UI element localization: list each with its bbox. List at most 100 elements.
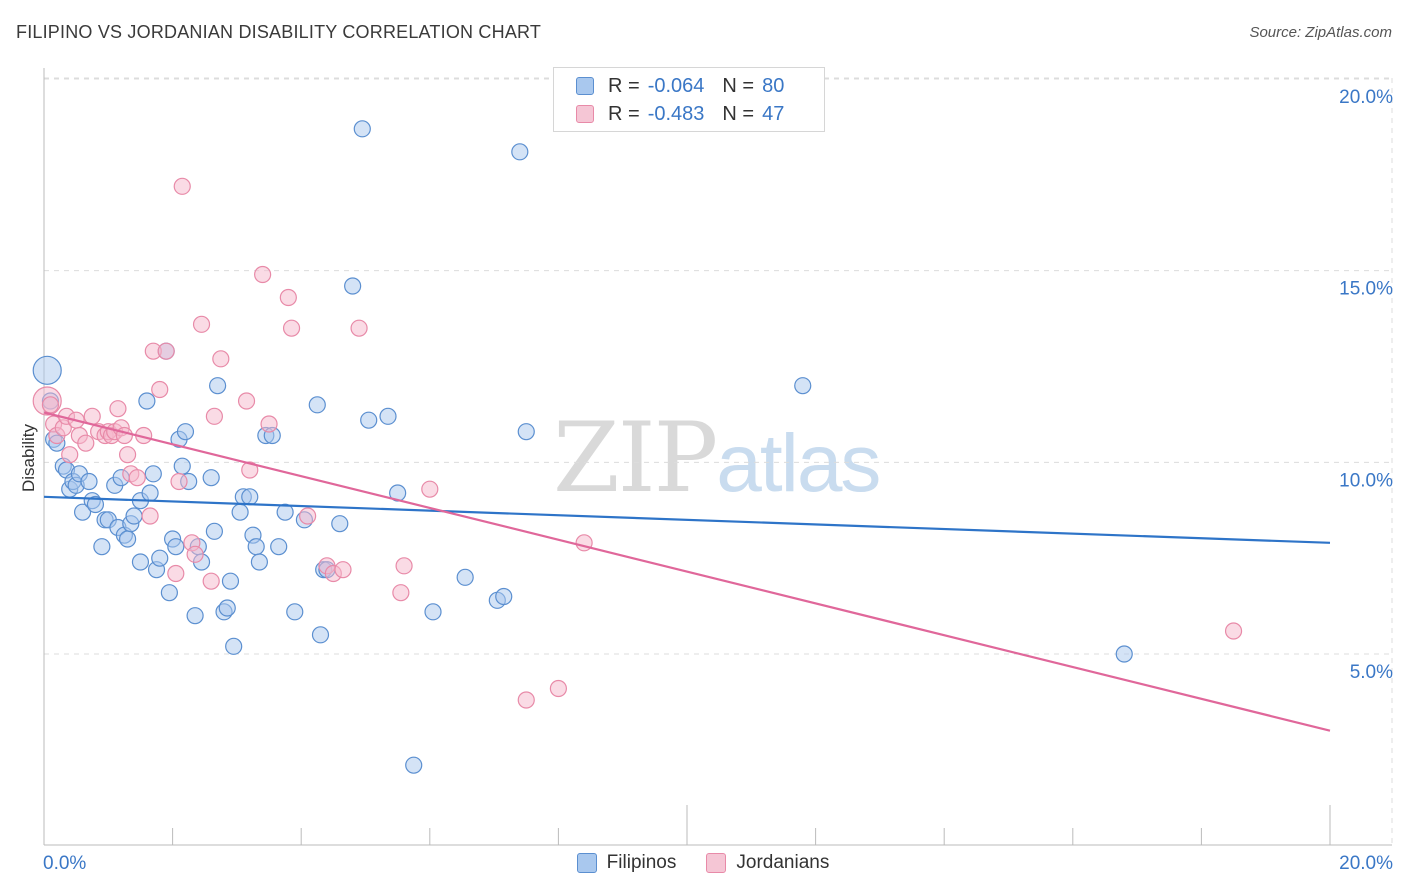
jordanian-point xyxy=(517,691,535,709)
jordanian-point xyxy=(192,315,211,333)
filipino-point xyxy=(1115,645,1133,663)
filipino-point xyxy=(276,503,294,521)
filipino-point xyxy=(218,599,236,617)
jordanian-point xyxy=(186,545,204,563)
jordanian-point xyxy=(157,342,175,360)
jordanian-point xyxy=(61,446,79,464)
jordanian-point xyxy=(254,265,272,284)
filipino-point xyxy=(32,355,62,385)
filipino-point xyxy=(173,457,191,475)
r-label: R = xyxy=(608,102,640,125)
stats-row-filipinos: R = -0.064 N = 80 xyxy=(576,73,784,99)
filipino-point xyxy=(456,568,474,586)
jordanian-point xyxy=(212,350,230,368)
legend-label-filipinos: Filipinos xyxy=(606,852,677,873)
y-tick-label: 20.0% xyxy=(1339,87,1393,108)
filipino-point xyxy=(141,484,159,502)
y-tick-label: 5.0% xyxy=(1350,662,1393,683)
y-tick-label: 10.0% xyxy=(1339,470,1393,491)
filipinos-legend-swatch xyxy=(576,853,597,873)
filipino-point xyxy=(344,277,362,295)
jordanians-trendline xyxy=(43,411,1331,732)
filipino-point xyxy=(202,469,220,487)
filipino-point xyxy=(794,377,812,395)
jordanian-point xyxy=(395,557,413,575)
jordanian-point xyxy=(260,415,278,433)
r-value-filipinos: -0.064 xyxy=(647,74,705,97)
filipino-point xyxy=(331,515,349,533)
jordanian-point xyxy=(41,396,60,414)
r-value-jordanians: -0.483 xyxy=(647,102,705,125)
filipino-point xyxy=(205,522,223,540)
y-tick-label: 15.0% xyxy=(1339,279,1393,300)
filipino-point xyxy=(241,488,259,506)
legend-item-filipinos[interactable]: Filipinos xyxy=(576,852,677,874)
x-tick-label-min: 0.0% xyxy=(43,853,86,874)
filipino-point xyxy=(250,553,269,571)
series-legend: Filipinos Jordanians xyxy=(0,852,1406,874)
jordanian-point xyxy=(237,392,256,410)
jordanian-point xyxy=(173,177,191,195)
filipino-point xyxy=(138,392,156,410)
legend-item-jordanians[interactable]: Jordanians xyxy=(706,852,829,874)
filipino-point xyxy=(73,503,92,521)
chart-title: FILIPINO VS JORDANIAN DISABILITY CORRELA… xyxy=(16,22,542,42)
jordanian-point xyxy=(241,461,259,479)
filipino-point xyxy=(93,538,111,556)
filipino-point xyxy=(131,553,150,571)
jordanian-point xyxy=(128,469,146,487)
n-value-filipinos: 80 xyxy=(762,74,785,97)
legend-label-jordanians: Jordanians xyxy=(736,852,830,873)
jordanian-point xyxy=(205,407,223,425)
n-value-jordanians: 47 xyxy=(762,102,785,125)
jordanian-point xyxy=(141,507,159,525)
jordanian-point xyxy=(170,472,188,491)
jordanian-point xyxy=(299,507,317,525)
jordanian-point xyxy=(549,679,568,698)
jordanian-point xyxy=(202,572,220,590)
jordanian-point xyxy=(279,288,297,307)
filipino-point xyxy=(221,572,240,590)
r-label: R = xyxy=(608,74,640,97)
filipino-point xyxy=(125,507,143,525)
filipino-point xyxy=(311,626,330,644)
jordanian-point xyxy=(118,446,137,464)
source-label: Source: ZipAtlas.com xyxy=(1249,24,1392,41)
filipino-point xyxy=(160,584,178,602)
filipino-point xyxy=(186,607,204,625)
filipinos-trendline xyxy=(43,495,1331,544)
filipino-point xyxy=(360,411,378,429)
x-tick-label-max: 20.0% xyxy=(1339,853,1393,874)
y-axis-title: Disability xyxy=(19,423,38,492)
filipino-point xyxy=(151,549,169,567)
jordanians-legend-swatch xyxy=(706,853,727,873)
n-label: N = xyxy=(722,74,755,97)
filipino-point xyxy=(167,538,185,556)
filipino-point xyxy=(86,495,105,514)
filipino-point xyxy=(286,603,304,621)
filipino-point xyxy=(231,503,249,521)
jordanian-point xyxy=(77,434,95,452)
filipino-point xyxy=(511,143,529,161)
stats-legend: R = -0.064 N = 80 R = -0.483 N = 47 xyxy=(553,67,825,132)
watermark-zip: ZIP xyxy=(553,402,718,514)
filipino-point xyxy=(247,538,265,556)
jordanian-point xyxy=(1224,622,1243,640)
jordanian-point xyxy=(392,584,410,602)
filipino-point xyxy=(80,472,98,491)
jordanian-point xyxy=(334,561,352,579)
jordanian-point xyxy=(167,564,185,583)
jordanian-point xyxy=(282,319,301,337)
watermark: ZIPatlas xyxy=(553,402,881,514)
filipino-point xyxy=(225,637,243,655)
jordanian-point xyxy=(421,480,439,498)
filipino-point xyxy=(495,587,513,606)
filipino-point xyxy=(353,120,371,138)
filipino-point xyxy=(424,603,442,621)
filipino-point xyxy=(144,465,162,483)
jordanian-point xyxy=(109,400,127,418)
jordanians-swatch xyxy=(576,105,594,123)
filipino-point xyxy=(118,530,137,548)
filipino-point xyxy=(405,756,423,774)
jordanian-point xyxy=(151,380,169,399)
